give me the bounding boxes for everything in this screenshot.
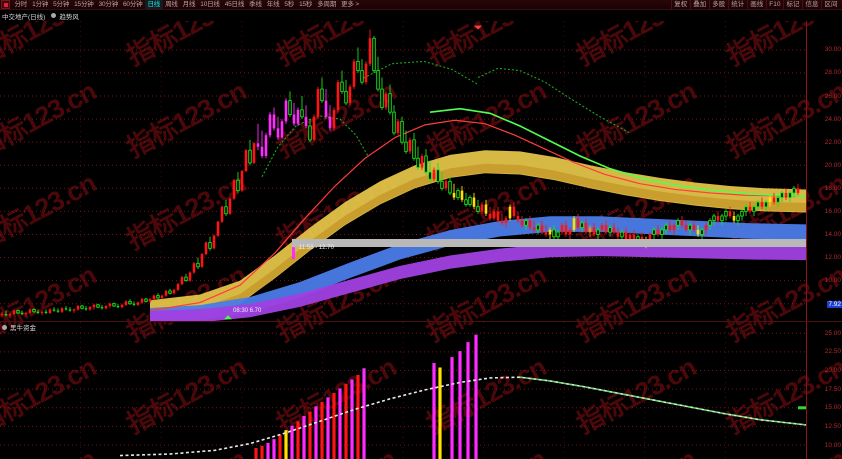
period-tab-9[interactable]: 10日线 xyxy=(200,1,220,8)
price-tick-7: 16.00 xyxy=(824,207,841,215)
indicator-chart-svg xyxy=(0,322,806,459)
price-tick-4: 22.00 xyxy=(824,138,841,146)
indicator-panel: 黑牛资金 25.00 22.50 20.00 17.50 15.00 12.50 10.00 xyxy=(0,321,842,459)
period-tab-8[interactable]: 月线 xyxy=(182,1,196,8)
price-panel: ↑31.75 11:58 - 12.70 08:30 6.70 30.00 28.… xyxy=(0,21,842,321)
toolbar-action-1[interactable]: 叠加 xyxy=(689,0,709,9)
price-tick-9: 12.00 xyxy=(824,254,841,262)
period-tab-15[interactable]: 多周期 xyxy=(317,1,337,8)
period-tab-13[interactable]: 5秒 xyxy=(284,1,295,8)
toolbar-action-7[interactable]: 信息 xyxy=(802,0,821,9)
indicator-tick-1: 22.50 xyxy=(824,348,841,356)
price-tick-5: 20.00 xyxy=(824,161,841,169)
price-tick-2: 26.00 xyxy=(824,92,841,100)
indicator-tick-5: 12.50 xyxy=(824,422,841,430)
toolbar-action-4[interactable]: 画线 xyxy=(746,0,766,9)
toolbar-action-2[interactable]: 多股 xyxy=(708,0,728,9)
value-highlight-band xyxy=(292,239,806,247)
price-tick-6: 18.00 xyxy=(824,184,841,192)
security-name[interactable]: 中交地产(日线) xyxy=(2,13,46,21)
mid-annotation: 11:58 - 12.70 xyxy=(299,245,334,251)
toolbar-right-actions[interactable]: 复权 叠加 多股 统计 画线 F10 标记 信息 区间 xyxy=(670,0,840,9)
indicator-tick-0: 25.00 xyxy=(824,329,841,337)
toolbar-action-3[interactable]: 统计 xyxy=(727,0,747,9)
period-tab-1[interactable]: 1分钟 xyxy=(32,1,49,8)
period-tab-12[interactable]: 年线 xyxy=(266,1,280,8)
price-tick-3: 24.00 xyxy=(824,115,841,123)
price-tick-highlight: 7.92 xyxy=(827,300,842,308)
toolbar-action-8[interactable]: 区间 xyxy=(821,0,840,9)
indicator-panel-header: 黑牛资金 xyxy=(0,322,36,332)
indicator-bullet-icon xyxy=(2,324,7,330)
price-tick-0: 30.00 xyxy=(824,46,841,54)
period-tab-5[interactable]: 60分钟 xyxy=(123,1,143,8)
period-tab-10[interactable]: 45日线 xyxy=(224,1,245,8)
price-chart-svg xyxy=(0,21,806,321)
period-tab-11[interactable]: 季线 xyxy=(249,1,262,8)
base-annotation: 08:30 6.70 xyxy=(233,308,262,314)
period-tab-6[interactable]: 日线 xyxy=(144,0,163,9)
price-tick-8: 14.00 xyxy=(824,230,841,238)
period-tab-7[interactable]: 周线 xyxy=(165,1,178,8)
period-tab-14[interactable]: 15秒 xyxy=(299,1,313,8)
period-tab-list[interactable]: 分时 1分钟 5分钟 15分钟 30分钟 60分钟 日线 周线 月线 10日线 45日线 季线 年线 5秒… xyxy=(0,0,361,9)
indicator-tick-3: 17.50 xyxy=(824,385,841,393)
security-title-bar: 中交地产(日线) 趋势风 xyxy=(0,10,842,21)
indicator-tick-2: 20.00 xyxy=(824,366,841,374)
price-axis[interactable]: 30.00 28.00 26.00 24.00 22.00 20.00 18.00 16.00… xyxy=(806,21,842,321)
price-tick-10: 10.00 xyxy=(824,277,841,285)
price-tick-1: 28.00 xyxy=(824,69,841,77)
toolbar-action-0[interactable]: 复权 xyxy=(670,0,690,9)
peak-annotation: ↑31.75 xyxy=(484,21,502,23)
indicator-bullet-icon xyxy=(51,13,57,18)
indicator-plot-area[interactable]: 黑牛资金 xyxy=(0,322,806,459)
period-toolbar[interactable]: 分时 1分钟 5分钟 15分钟 30分钟 60分钟 日线 周线 月线 10日线 45日线 季线 年线 5秒… xyxy=(0,0,842,10)
price-plot-area[interactable]: ↑31.75 11:58 - 12.70 08:30 6.70 xyxy=(0,21,806,321)
indicator-axis[interactable]: 25.00 22.50 20.00 17.50 15.00 12.50 10.00 xyxy=(806,322,842,459)
toolbar-action-5[interactable]: F10 xyxy=(765,0,783,9)
indicator-name[interactable]: 趋势风 xyxy=(59,13,79,21)
grid-icon[interactable] xyxy=(1,0,10,9)
period-tab-0[interactable]: 分时 xyxy=(14,1,28,8)
toolbar-action-6[interactable]: 标记 xyxy=(783,0,802,9)
period-tab-16[interactable]: 更多 > xyxy=(341,1,359,8)
indicator-panel-title[interactable]: 黑牛资金 xyxy=(10,325,36,332)
period-tab-4[interactable]: 30分钟 xyxy=(98,1,119,8)
indicator-tick-6: 10.00 xyxy=(824,441,841,449)
period-tab-3[interactable]: 15分钟 xyxy=(74,1,94,8)
indicator-tick-4: 15.00 xyxy=(824,404,841,412)
period-tab-2[interactable]: 5分钟 xyxy=(53,1,70,8)
